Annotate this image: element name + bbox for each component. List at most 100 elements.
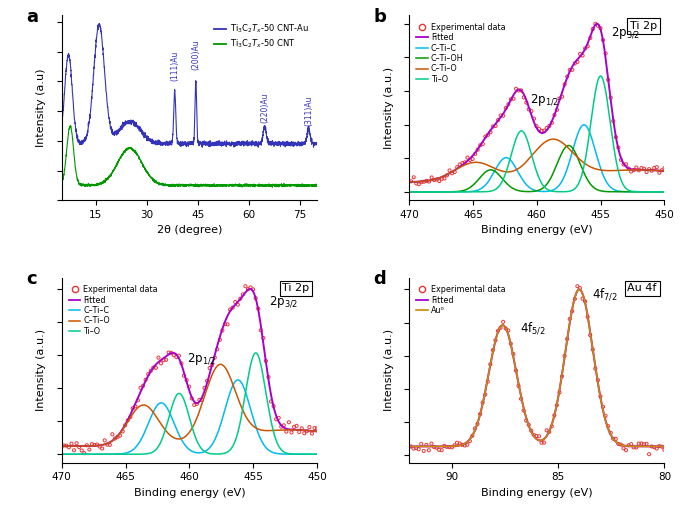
Point [429, 176, 440, 184]
Point [66, 439, 77, 448]
Point [462, 440, 473, 449]
Point [248, 285, 259, 293]
Point [490, 336, 501, 344]
Point [110, 434, 121, 443]
Text: 2p$_{1/2}$: 2p$_{1/2}$ [530, 93, 560, 108]
Point [582, 42, 593, 50]
Point [462, 154, 473, 162]
Point [294, 428, 305, 436]
Point [536, 127, 547, 135]
Point [482, 131, 493, 139]
Point [171, 353, 182, 361]
Point [242, 285, 253, 293]
Point [99, 436, 110, 445]
Text: Au 4f: Au 4f [627, 283, 657, 293]
Point [519, 94, 530, 102]
Point [197, 396, 208, 404]
Point [61, 442, 72, 450]
Point [508, 350, 519, 358]
Point [587, 25, 598, 33]
Point [163, 348, 174, 357]
Point [580, 297, 590, 305]
Point [480, 133, 491, 141]
Point [547, 119, 558, 127]
Point [600, 49, 611, 58]
Point [569, 295, 580, 303]
Point [186, 394, 197, 402]
Point [145, 366, 156, 375]
Point [608, 117, 619, 125]
Point [235, 295, 246, 303]
Point [636, 439, 647, 448]
Point [585, 34, 596, 42]
Point [610, 435, 621, 443]
Point [526, 107, 537, 115]
Point [549, 411, 560, 419]
Point [488, 122, 499, 131]
Point [447, 443, 458, 451]
Point [459, 442, 470, 450]
Point [181, 376, 192, 384]
Point [271, 415, 282, 424]
Point [250, 294, 261, 302]
Point [518, 407, 529, 415]
Point [148, 363, 159, 372]
Point [291, 421, 302, 430]
Point [567, 66, 578, 74]
Point [631, 163, 642, 172]
Point [646, 167, 657, 175]
Point [306, 430, 317, 438]
Point [86, 440, 97, 448]
Point [549, 111, 560, 119]
Y-axis label: Intensity (a.u.): Intensity (a.u.) [384, 67, 394, 149]
Point [654, 169, 665, 177]
Point [464, 437, 475, 445]
Point [268, 402, 279, 410]
Point [564, 66, 575, 74]
Legend: Ti$_3$C$_2$$\it{T}_x$-50 CNT-Au, Ti$_3$C$_2$$\it{T}_x$-50 CNT: Ti$_3$C$_2$$\it{T}_x$-50 CNT-Au, Ti$_3$C… [210, 20, 313, 54]
Text: (111)Au: (111)Au [170, 51, 179, 81]
Point [135, 383, 146, 392]
Point [644, 450, 655, 458]
Point [58, 442, 69, 450]
Text: d: d [373, 270, 386, 288]
Point [214, 336, 225, 344]
Text: (200)Au: (200)Au [191, 39, 200, 69]
Point [587, 345, 598, 354]
Point [634, 166, 645, 174]
Point [529, 115, 540, 123]
Point [184, 382, 195, 391]
Point [454, 160, 465, 169]
Point [521, 416, 532, 425]
Point [258, 334, 269, 342]
Point [413, 180, 424, 188]
Point [92, 440, 103, 449]
Point [554, 388, 565, 396]
Point [651, 163, 662, 171]
Point [260, 357, 271, 365]
Point [654, 442, 665, 450]
Point [114, 431, 125, 439]
Point [451, 163, 462, 171]
Point [288, 423, 299, 431]
Point [595, 24, 606, 32]
Point [493, 116, 503, 124]
Point [628, 166, 639, 174]
Point [582, 313, 593, 321]
Point [132, 396, 143, 405]
Point [434, 446, 445, 454]
Point [646, 443, 657, 451]
Point [597, 36, 608, 44]
Point [229, 298, 240, 306]
Point [490, 122, 501, 130]
X-axis label: Binding energy (eV): Binding energy (eV) [134, 488, 245, 498]
Point [173, 352, 184, 360]
Point [97, 445, 108, 453]
Point [227, 304, 238, 312]
Point [510, 366, 521, 375]
Point [623, 164, 634, 173]
Point [89, 441, 100, 449]
Point [644, 165, 655, 173]
Point [638, 164, 649, 173]
Point [597, 402, 608, 411]
